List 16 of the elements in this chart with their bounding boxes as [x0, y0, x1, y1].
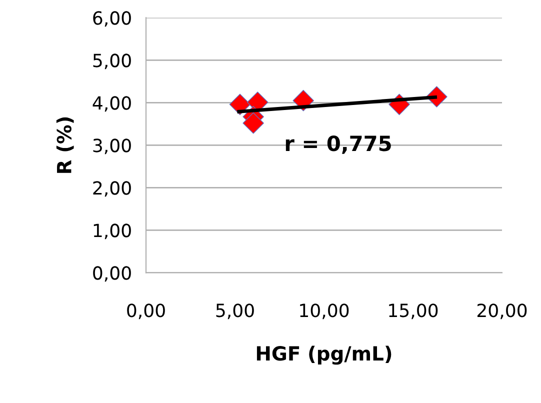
x-tick-label: 20,00 — [477, 304, 527, 320]
y-tick-label: 2,00 — [93, 181, 131, 197]
y-axis-title: R (%) — [56, 117, 74, 173]
point — [242, 112, 264, 134]
y-tick-label: 0,00 — [93, 266, 131, 282]
x-tick-label: 0,00 — [127, 304, 165, 320]
y-tick-label: 5,00 — [93, 54, 131, 70]
y-tick-label: 1,00 — [94, 224, 131, 240]
x-tick-label: 5,00 — [216, 304, 254, 320]
x-tick-label: 10,00 — [300, 304, 349, 320]
annotation: r = 0,775 — [286, 135, 391, 154]
x-axis-title: HGF (pg/mL) — [256, 346, 392, 365]
x-tick-label: 15,00 — [389, 304, 438, 320]
y-tick-label: 3,00 — [93, 138, 131, 154]
y-tick-label: 6,00 — [93, 11, 131, 27]
y-tick-label: 4,00 — [92, 96, 131, 112]
